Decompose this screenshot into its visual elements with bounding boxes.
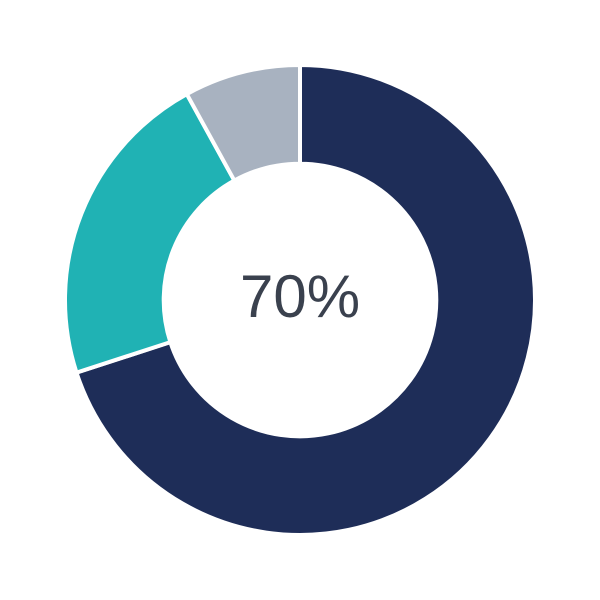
donut-segment-primary	[73, 62, 537, 537]
donut-segment-secondary	[63, 91, 238, 376]
donut-center-label: 70%	[239, 263, 361, 330]
donut-segment-tertiary	[184, 62, 302, 184]
